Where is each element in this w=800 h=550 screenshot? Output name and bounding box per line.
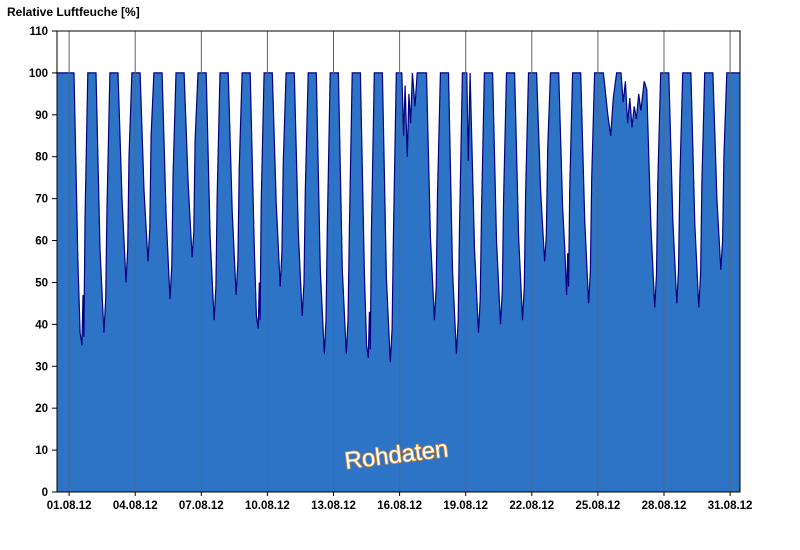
x-tick-label: 10.08.12 bbox=[245, 500, 290, 512]
x-tick-label: 31.08.12 bbox=[708, 500, 753, 512]
y-tick-label: 70 bbox=[35, 194, 48, 206]
x-tick-label: 19.08.12 bbox=[443, 500, 488, 512]
x-tick-label: 04.08.12 bbox=[113, 500, 158, 512]
y-tick-label: 110 bbox=[29, 26, 48, 38]
y-tick-label: 80 bbox=[35, 152, 48, 164]
y-tick-label: 40 bbox=[35, 319, 48, 331]
x-tick-label: 13.08.12 bbox=[311, 500, 356, 512]
y-tick-label: 10 bbox=[35, 445, 48, 457]
y-axis: 0 10 20 30 40 50 60 70 80 90 100 110 bbox=[29, 26, 57, 499]
x-tick-label: 07.08.12 bbox=[179, 500, 224, 512]
y-tick-label: 0 bbox=[42, 487, 48, 499]
y-tick-label: 30 bbox=[35, 361, 48, 373]
humidity-area-series bbox=[57, 72, 740, 493]
y-tick-label: 60 bbox=[35, 236, 48, 248]
x-tick-label: 25.08.12 bbox=[576, 500, 621, 512]
y-tick-label: 100 bbox=[29, 68, 48, 80]
x-tick-label: 16.08.12 bbox=[377, 500, 422, 512]
y-tick-label: 50 bbox=[35, 277, 48, 289]
x-tick-label: 01.08.12 bbox=[47, 500, 92, 512]
humidity-area-fill bbox=[57, 72, 740, 493]
vertical-gridlines bbox=[68, 31, 731, 492]
x-tick-label: 22.08.12 bbox=[509, 500, 554, 512]
chart-title: Relative Luftfeuche [%] bbox=[7, 5, 140, 19]
y-tick-label: 90 bbox=[35, 110, 48, 122]
y-tick-label: 20 bbox=[35, 403, 48, 415]
humidity-line bbox=[57, 72, 740, 363]
x-axis: 01.08.12 04.08.12 07.08.12 10.08.12 13.08.12… bbox=[47, 492, 753, 512]
x-tick-label: 28.08.12 bbox=[642, 500, 687, 512]
plot-border bbox=[56, 30, 741, 493]
